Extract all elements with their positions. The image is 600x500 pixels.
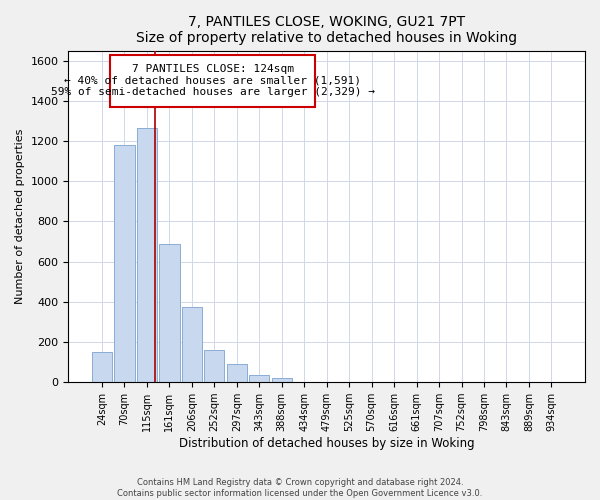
Text: Contains HM Land Registry data © Crown copyright and database right 2024.
Contai: Contains HM Land Registry data © Crown c… (118, 478, 482, 498)
X-axis label: Distribution of detached houses by size in Woking: Distribution of detached houses by size … (179, 437, 475, 450)
Bar (204, 350, 224, 382)
Bar (272, 378, 292, 382)
FancyBboxPatch shape (110, 54, 316, 107)
Y-axis label: Number of detached properties: Number of detached properties (15, 128, 25, 304)
Bar (182, 307, 202, 382)
Bar (227, 364, 247, 382)
Bar (137, 128, 157, 382)
Bar (249, 375, 269, 382)
Bar (92, 352, 112, 382)
Text: 7 PANTILES CLOSE: 124sqm
← 40% of detached houses are smaller (1,591)
59% of sem: 7 PANTILES CLOSE: 124sqm ← 40% of detach… (50, 64, 374, 98)
Title: 7, PANTILES CLOSE, WOKING, GU21 7PT
Size of property relative to detached houses: 7, PANTILES CLOSE, WOKING, GU21 7PT Size… (136, 15, 517, 45)
Bar (115, 145, 134, 382)
Bar (159, 244, 179, 382)
